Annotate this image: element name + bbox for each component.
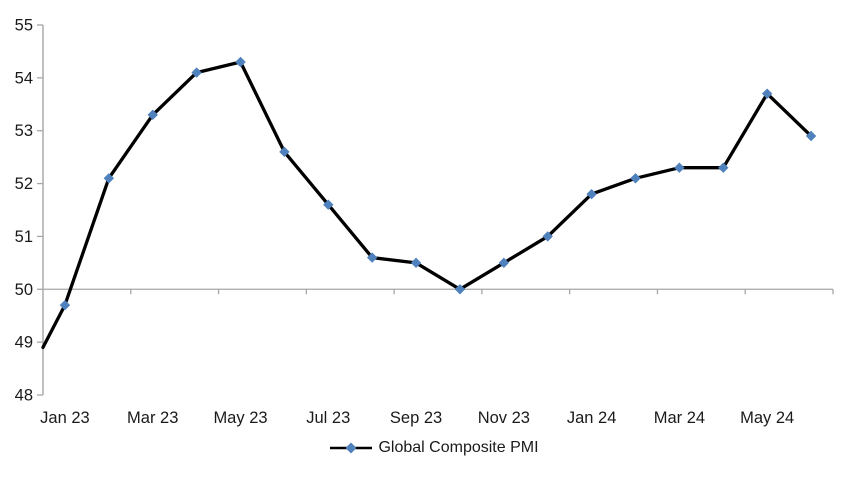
x-axis-label: Jul 23 (306, 409, 350, 427)
data-point-marker (454, 284, 466, 295)
y-axis-label: 53 (15, 122, 33, 140)
data-point-marker (542, 231, 553, 242)
legend-series-label: Global Composite PMI (378, 439, 539, 456)
x-axis-label: Mar 24 (654, 409, 705, 427)
x-axis-label: Jan 23 (40, 409, 90, 427)
data-point-marker (630, 173, 641, 184)
data-point-marker (147, 109, 158, 121)
data-point-marker (279, 146, 290, 158)
pmi-series-line (41, 60, 813, 350)
y-axis-label: 50 (15, 281, 33, 299)
data-point-marker (323, 199, 334, 210)
x-axis-label: Nov 23 (478, 409, 530, 427)
data-point-marker (191, 67, 202, 78)
data-point-marker (805, 130, 817, 142)
data-point-marker (410, 257, 422, 269)
x-axis-label: May 24 (740, 409, 794, 427)
pmi-line-chart: 48 49 50 51 52 53 54 55 Jan 23 Mar 23 May 23 Jul 23… (15, 17, 834, 427)
y-axis-label: 54 (15, 69, 33, 87)
y-axis-label: 55 (15, 17, 33, 35)
x-axis-label: Sep 23 (390, 409, 442, 427)
data-point-marker (235, 56, 246, 68)
data-point-marker (718, 162, 729, 173)
data-point-marker (498, 257, 510, 269)
data-point-marker (761, 88, 773, 99)
x-axis-label: Jan 24 (567, 409, 617, 427)
data-point-marker (366, 252, 378, 263)
data-point-marker (103, 173, 115, 184)
y-axis-label: 49 (15, 334, 33, 352)
legend-entry: Global Composite PMI (329, 439, 539, 457)
y-axis-label: 51 (15, 228, 33, 246)
x-axis-label: May 23 (213, 409, 267, 427)
chart-legend: Global Composite PMI (0, 439, 852, 457)
data-point-marker (59, 299, 71, 311)
data-point-marker (674, 162, 685, 173)
x-axis-label: Mar 23 (127, 409, 178, 427)
data-point-marker (586, 188, 597, 200)
y-axis-label: 48 (15, 387, 33, 405)
legend-line-marker-icon (330, 442, 373, 454)
y-axis-label: 52 (15, 175, 33, 193)
